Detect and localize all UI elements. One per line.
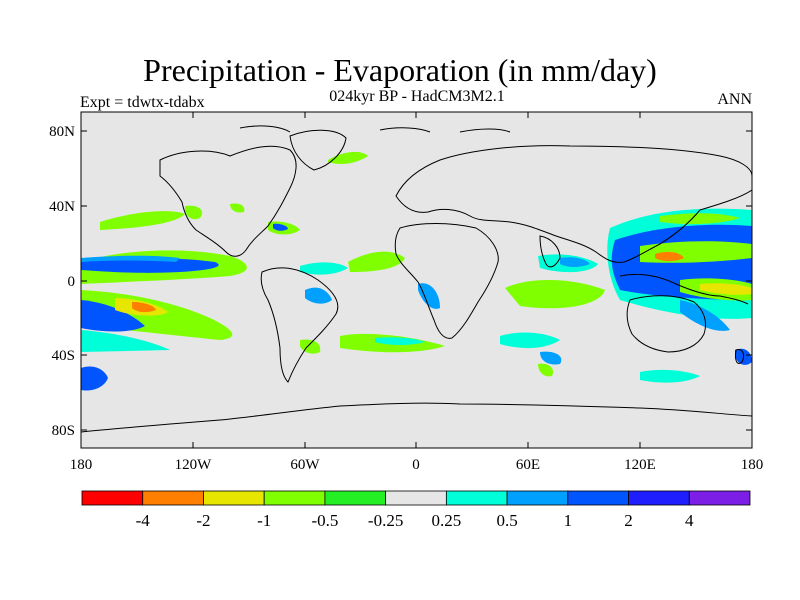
colorbar-swatch [628,490,690,506]
colorbar: -4 -2 -1 -0.5 -0.25 0.25 0.5 1 2 4 [81,490,751,530]
lon-tick-label: 60W [290,457,320,473]
lat-tick-label: 40S [52,348,75,364]
anomaly-europe-green [230,203,245,213]
anomaly-spcz-cyan [680,300,730,331]
field-anomalies [81,151,752,391]
axes: 80N 40N 0 40S 80S 180 120W 60W 0 60E 120E 180 [49,112,763,473]
anomaly-arctic-green [328,151,368,164]
lat-tick-label: 80N [49,124,75,140]
map-title: Precipitation - Evaporation (in mm/day) [143,52,657,88]
lon-tick-label: 120W [175,457,213,473]
anomaly-npac-east-green [660,213,740,225]
colorbar-swatch [142,490,204,506]
anomaly-indian-green [505,279,605,309]
coast-australia [626,295,707,353]
lon-tick-label: 0 [412,457,420,473]
colorbar-label: 0.5 [496,511,517,530]
anomaly-pacific-south-red [132,302,156,313]
colorbar-swatch [688,490,751,506]
coast-north-america [159,145,297,257]
anomaly-npac-green [100,211,185,230]
colorbar-label: -2 [196,511,210,530]
anomaly-pacific-south-blue [81,300,145,332]
coast-india [539,235,561,268]
lon-tick-label: 180 [70,457,93,473]
colorbar-label: -1 [257,511,271,530]
colorbar-swatch [203,490,265,506]
anomaly-wpac-green [640,241,752,263]
anomaly-indian-south-green [538,363,554,377]
coast-arctic-islands [239,125,511,133]
lat-tick-label: 80S [52,423,75,439]
coast-greenland [289,129,347,171]
colorbar-label: -0.5 [311,511,338,530]
colorbar-label: 4 [685,511,694,530]
anomaly-wpac-south-yellow [700,283,752,295]
coast-new-zealand [735,349,745,364]
colorbar-label: -4 [136,511,151,530]
colorbar-label: 2 [624,511,633,530]
colorbar-swatch [263,490,326,506]
anomaly-npac-green-2 [184,205,203,220]
season-label: ANN [717,91,752,108]
lon-tick-label: 60E [516,457,540,473]
anomaly-atl-trop-green [348,251,405,272]
colorbar-label: -0.25 [368,511,403,530]
colorbar-swatch [385,490,447,506]
coast-eurasia [395,145,752,263]
anomaly-brazil-blue [305,287,332,304]
colorbar-swatch [445,490,508,506]
colorbar-label: 1 [564,511,573,530]
colorbar-swatch [506,490,569,506]
anomaly-atl-trop-cyan [300,262,348,275]
colorbar-label: 0.25 [431,511,461,530]
anomaly-pacific-far-south [81,366,108,391]
colorbar-swatch [567,490,629,506]
lat-tick-label: 40N [49,199,75,215]
map-subtitle: 024kyr BP - HadCM3M2.1 [329,88,505,105]
coastlines [81,125,752,433]
anomaly-indian-blue [560,257,590,267]
anomaly-indian-south-blue [540,351,562,365]
lon-tick-label: 180 [741,457,764,473]
anomaly-pacific-cyan-south [81,330,170,352]
coast-maritime [619,273,749,305]
lon-tick-label: 120E [624,457,656,473]
coast-antarctica [81,402,752,433]
anomaly-natl-blue [273,223,288,231]
anomaly-indian-south [500,332,560,349]
colorbar-swatch [324,490,387,506]
anomaly-wpac-orange [655,251,684,261]
anomaly-pacific-cyan [81,255,180,262]
anomaly-pacific-north-blue [81,258,219,273]
colorbar-swatch [81,490,144,506]
coast-africa [394,223,499,339]
anomaly-east-africa-blue [418,283,440,309]
anomaly-tasman-cyan [640,369,700,383]
experiment-label: Expt = tdwtx-tdabx [80,94,205,111]
coast-south-america [260,267,339,383]
anomaly-satl-cyan [375,337,425,345]
lat-tick-label: 0 [68,274,76,290]
